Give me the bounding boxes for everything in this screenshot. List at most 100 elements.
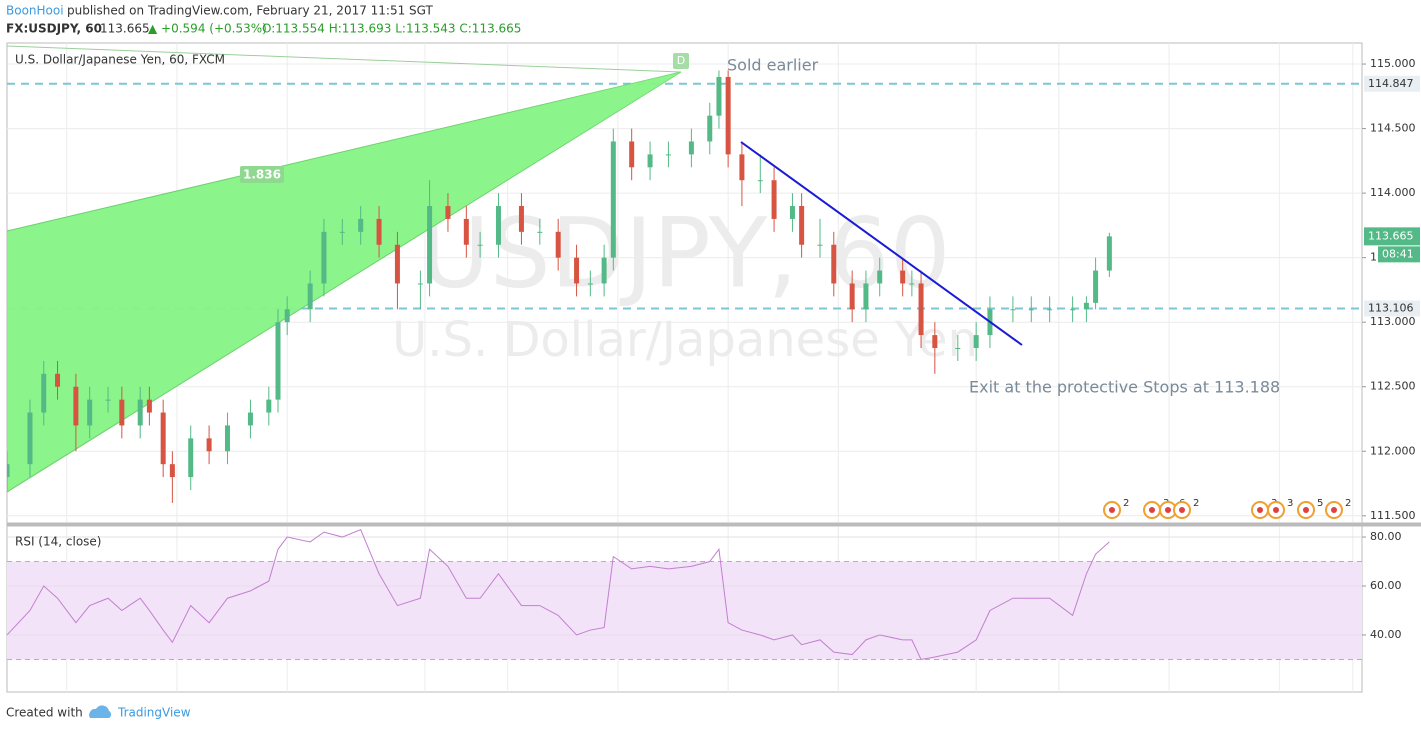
ratio-label: 1.836 (243, 168, 281, 182)
candle-body (247, 412, 253, 426)
level-tag (1364, 75, 1420, 92)
y-tick-label: 80.00 (1370, 530, 1402, 543)
candle-body (909, 283, 915, 285)
candle-body (1047, 309, 1053, 311)
event-dot (1257, 507, 1263, 513)
candle-body (55, 373, 61, 387)
candle-body (160, 412, 166, 465)
last: 113.665 (100, 22, 150, 36)
candle-body (73, 386, 79, 426)
trend-line (740, 141, 1023, 346)
candle-body (555, 231, 561, 258)
level-tag (1364, 300, 1420, 317)
event-count: 2 (1123, 498, 1129, 509)
candle-body (7, 464, 10, 478)
candle-body (188, 438, 194, 478)
candle-body (146, 399, 152, 413)
rsi-title: RSI (14, close) (15, 535, 101, 549)
annotations: 1.836 D Sold earlier Exit at the protect… (15, 53, 1280, 549)
y-tick-label: 115.000 (1370, 57, 1416, 70)
candle-body (771, 180, 777, 219)
note-exit: Exit at the protective Stops at 113.188 (969, 378, 1280, 397)
point-box (673, 53, 689, 69)
y-tick-label: 114.500 (1370, 122, 1416, 135)
candle-body (307, 283, 313, 310)
event-count: 5 (1317, 498, 1323, 509)
event-dot (1179, 507, 1185, 513)
candle-body (817, 244, 823, 246)
candle-body (973, 335, 979, 349)
candle-body (417, 283, 423, 285)
y-tick-label: 60.00 (1370, 579, 1402, 592)
footer-brand[interactable]: TradingView (117, 706, 191, 720)
candle-body (27, 412, 33, 465)
candle-body (137, 399, 143, 426)
candle-body (275, 322, 281, 400)
legend-title: U.S. Dollar/Japanese Yen, 60, FXCM (15, 53, 225, 67)
candle-body (1070, 309, 1076, 311)
event-count: 2 (1193, 498, 1199, 509)
candle-body (707, 115, 713, 142)
y-tick-label: 112.000 (1370, 444, 1416, 457)
watermark-name: U.S. Dollar/Japanese Yen (392, 312, 978, 368)
candle-body (394, 244, 400, 284)
candle-body (41, 373, 47, 413)
candle-body (537, 231, 543, 233)
candle-body (518, 206, 524, 232)
rsi-line (7, 529, 1110, 661)
event-count: 2 (1345, 498, 1351, 509)
candle-body (716, 76, 722, 116)
candle-body (224, 425, 230, 452)
candle-body (688, 141, 694, 155)
candle-body (955, 348, 961, 350)
candle-body (206, 438, 212, 452)
candle-body (284, 309, 290, 323)
watermark: USDJPY, 60 U.S. Dollar/Japanese Yen (392, 197, 978, 368)
level-label: 114.847 (1368, 77, 1414, 90)
candle-body (119, 399, 125, 426)
countdown-tag (1378, 246, 1420, 263)
candle-body (376, 218, 382, 245)
drawings (7, 45, 682, 493)
event-dot (1165, 507, 1171, 513)
candle-body (427, 206, 433, 284)
note-sold: Sold earlier (727, 56, 819, 75)
event-count: 3 (1287, 498, 1293, 509)
candle-body (358, 218, 364, 232)
y-tick-label: 112.500 (1370, 380, 1416, 393)
event-dot (1331, 507, 1337, 513)
candle-body (918, 283, 924, 336)
candle-body (877, 270, 883, 284)
candle-body (932, 335, 938, 349)
candle-body (321, 231, 327, 284)
y-tick-label: 114.000 (1370, 186, 1416, 199)
candle-body (1093, 270, 1099, 303)
event-dot (1149, 507, 1155, 513)
y-tick-label: 113.000 (1370, 315, 1416, 328)
candle-body (610, 141, 616, 258)
candle-body (863, 283, 869, 310)
change: ▲ +0.594 (+0.53%) (148, 22, 267, 36)
candle-body (665, 154, 671, 156)
level-label: 113.106 (1368, 302, 1414, 315)
symbol: FX:USDJPY, 60 (6, 22, 102, 36)
logo (89, 705, 112, 718)
candle-body (477, 244, 483, 246)
candle-body (601, 257, 607, 284)
candle-body (1010, 309, 1016, 311)
last-price-label: 113.665 (1368, 229, 1414, 242)
footer-created: Created with (6, 706, 83, 720)
ohlc: O:113.554 H:113.693 L:113.543 C:113.665 (262, 22, 521, 36)
candle-body (629, 141, 635, 168)
y-tick-label: 111.500 (1370, 509, 1416, 522)
author[interactable]: BoonHooi (6, 4, 64, 18)
candle-body (799, 206, 805, 245)
candle-body (1028, 309, 1034, 311)
countdown: 08:41 (1382, 247, 1414, 260)
candle-body (463, 218, 469, 245)
candle-body (587, 283, 593, 285)
candle-body (757, 180, 763, 182)
candle-body (739, 154, 745, 181)
event-dot (1273, 507, 1279, 513)
